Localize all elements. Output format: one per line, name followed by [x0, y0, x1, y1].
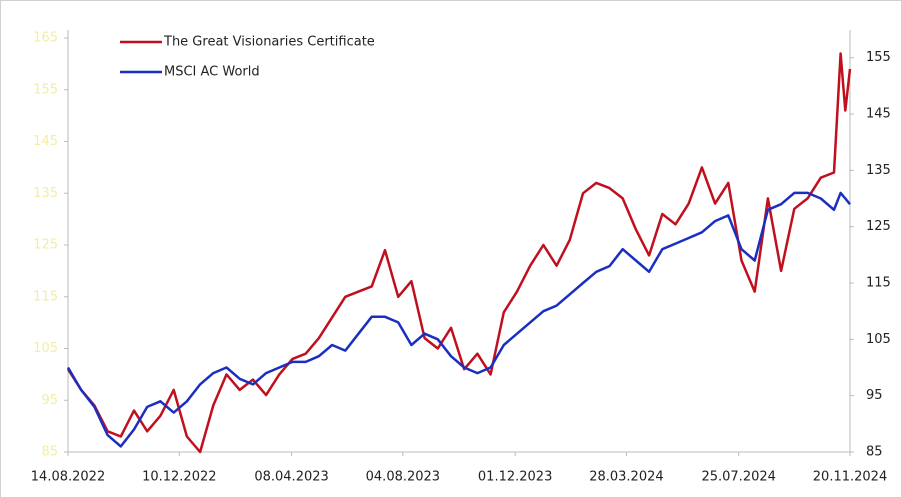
series-line	[66, 52, 852, 454]
legend-label: MSCI AC World	[164, 65, 260, 80]
legend-label: The Great Visionaries Certificate	[163, 35, 375, 50]
x-tick-label: 08.04.2023	[254, 470, 328, 485]
y2-tick-label: 155	[866, 50, 891, 65]
y-tick-label: 135	[33, 186, 58, 201]
x-tick-label: 01.12.2023	[478, 470, 552, 485]
y-tick-label: 155	[33, 82, 58, 97]
y2-tick-label: 135	[866, 163, 891, 178]
y-tick-label: 105	[33, 341, 58, 356]
y2-tick-label: 95	[866, 388, 883, 403]
y-tick-label: 145	[33, 134, 58, 149]
x-tick-label: 28.03.2024	[589, 470, 663, 485]
y-tick-label: 165	[33, 31, 58, 46]
x-tick-label: 10.12.2022	[142, 470, 216, 485]
x-tick-label: 14.08.2022	[31, 470, 105, 485]
y2-tick-label: 145	[866, 107, 891, 122]
y-tick-label: 85	[41, 445, 58, 460]
x-tick-label: 04.08.2023	[366, 470, 440, 485]
y-tick-label: 95	[41, 393, 58, 408]
y2-tick-label: 125	[866, 219, 891, 234]
y-tick-label: 125	[33, 238, 58, 253]
y2-tick-label: 85	[866, 445, 883, 460]
x-tick-label: 25.07.2024	[701, 470, 775, 485]
x-tick-label: 20.11.2024	[813, 470, 887, 485]
y-tick-label: 115	[33, 289, 58, 304]
y2-tick-label: 105	[866, 332, 891, 347]
y2-tick-label: 115	[866, 276, 891, 291]
series-line	[66, 191, 851, 448]
